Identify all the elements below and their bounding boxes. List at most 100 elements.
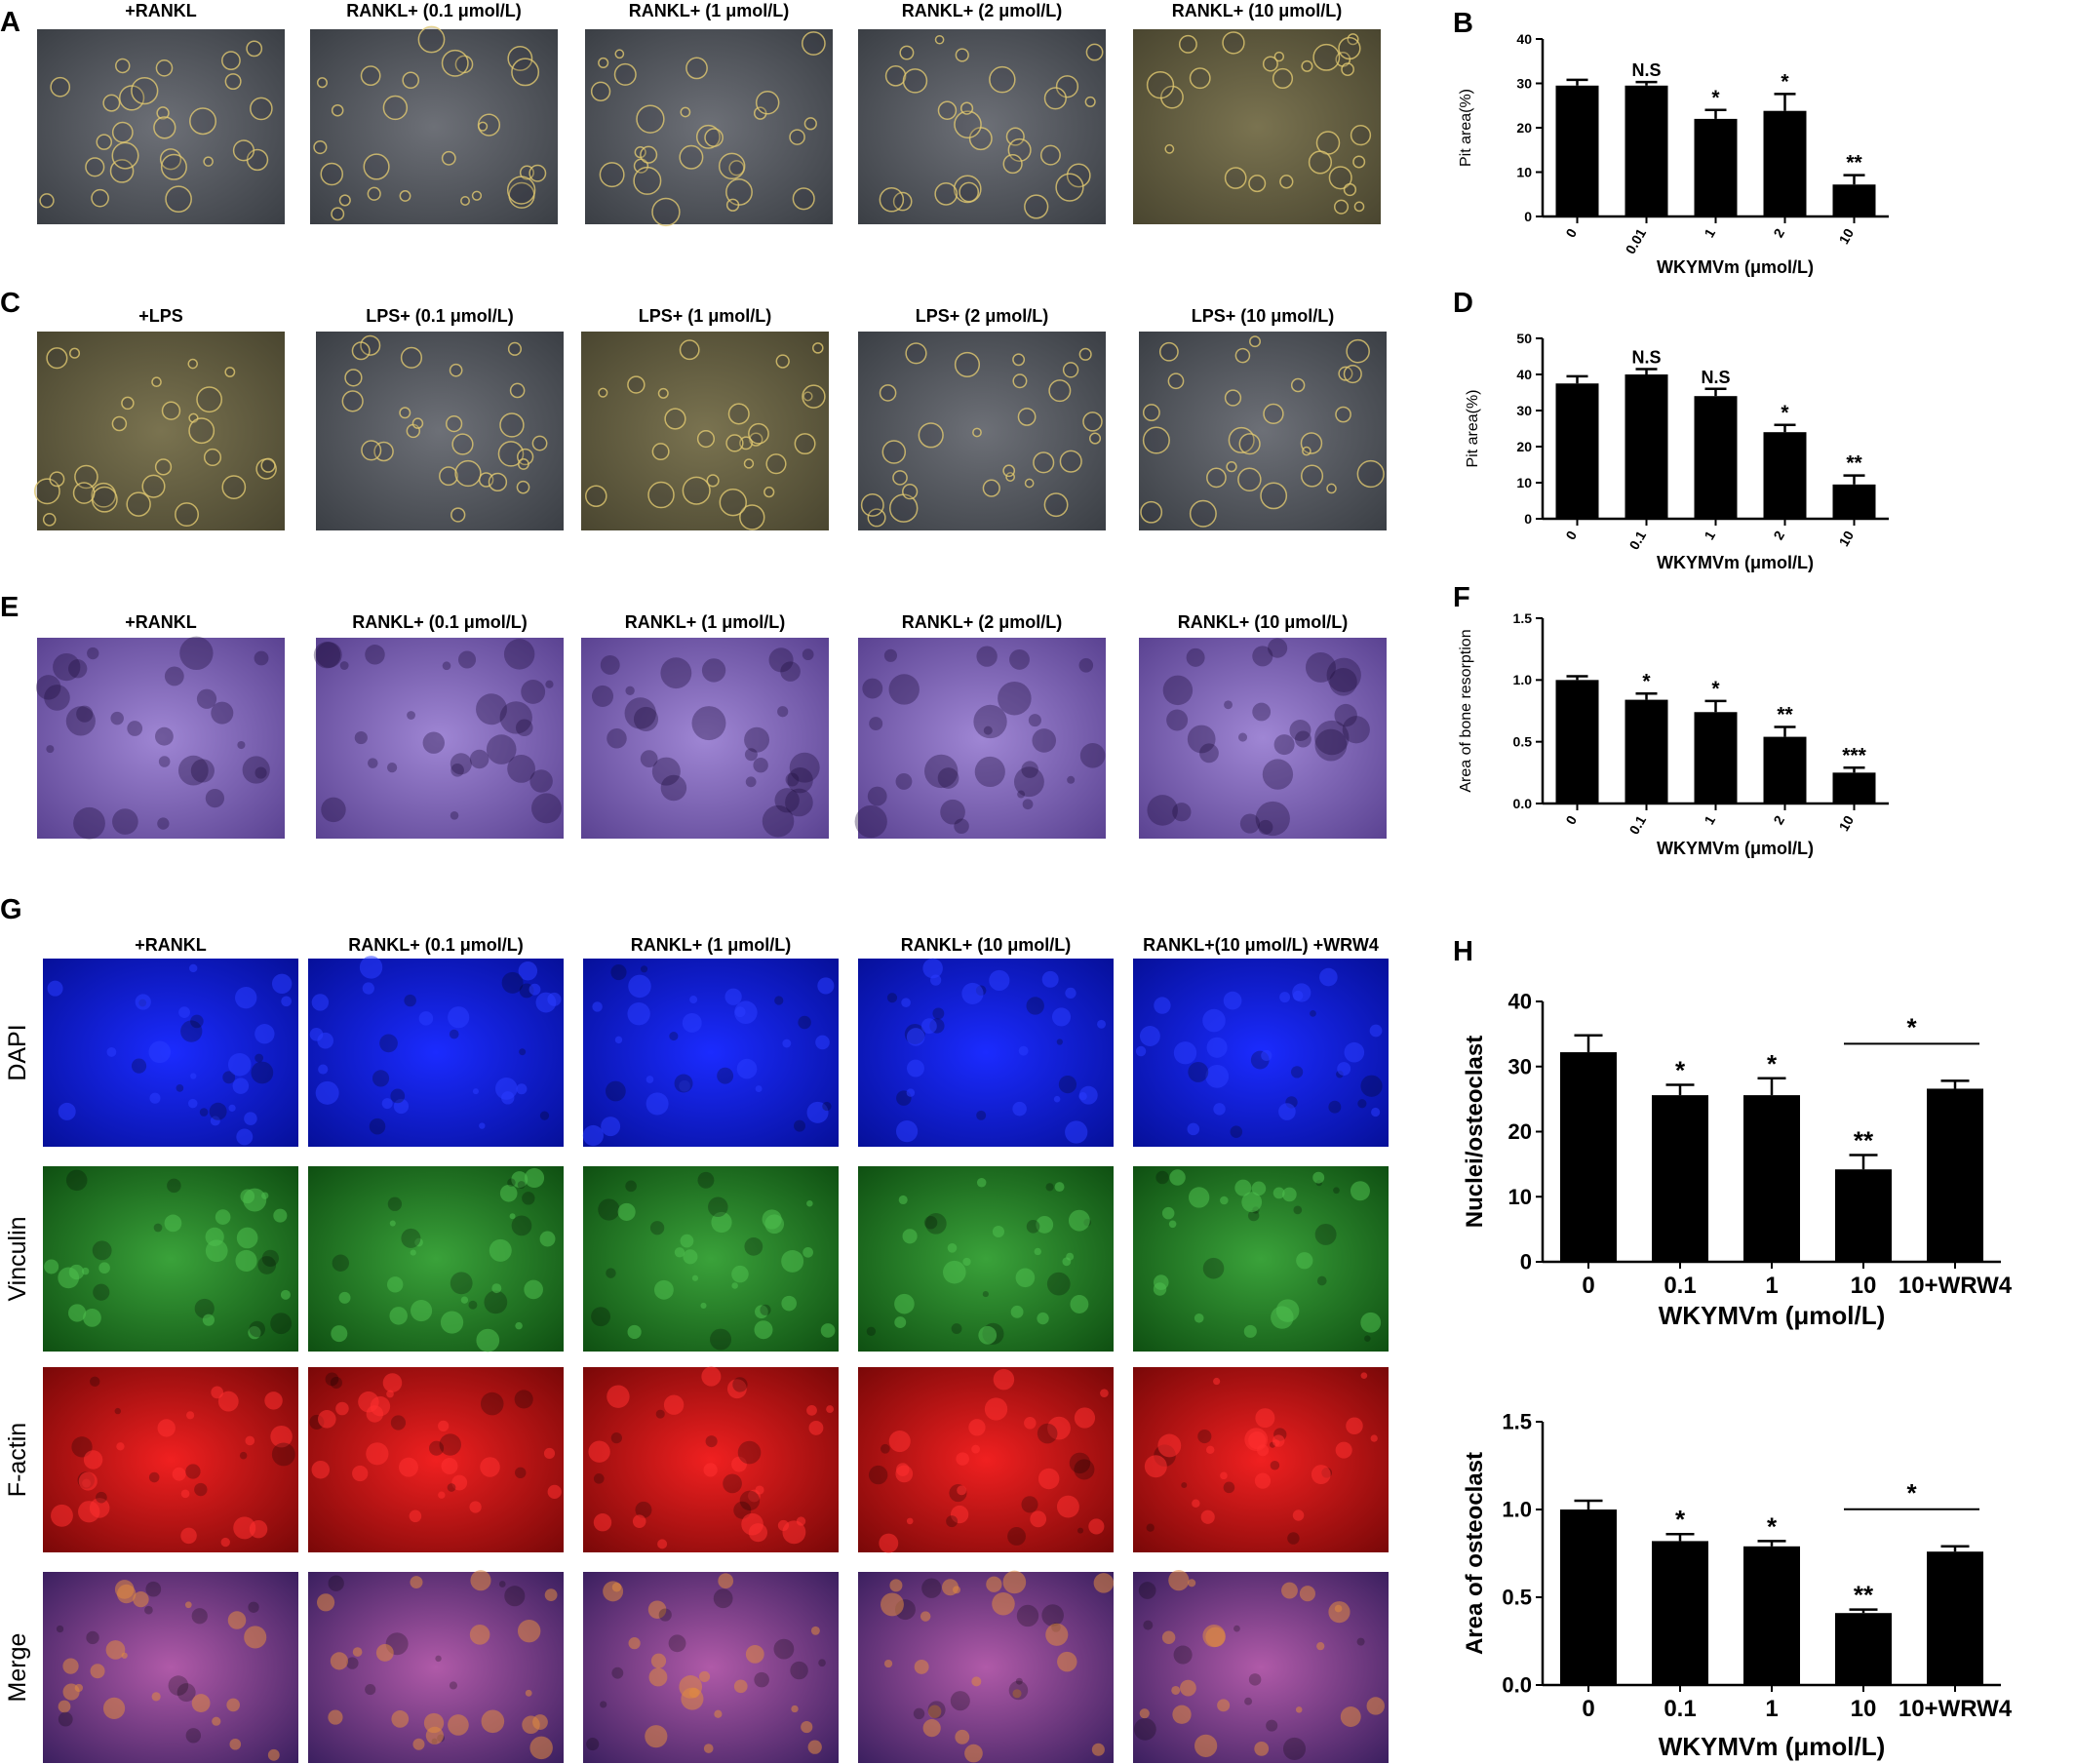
significance-label: * <box>1767 1511 1778 1541</box>
label-layer: A +RANKL RANKL+ (0.1 μmol/L) RANKL+ (1 μmol… <box>0 1 1379 1702</box>
bar-chart-F: F 0.0 0.5 1.0 1.5 Area of bone resorption 0 0.1… <box>1453 582 1889 858</box>
panel-letter-G: G <box>0 894 22 925</box>
micrograph-image <box>1139 332 1387 530</box>
y-tick-label: 0.5 <box>1513 734 1533 750</box>
y-tick-label: 10 <box>1516 164 1532 179</box>
fluorescence-image <box>43 1367 298 1552</box>
y-tick-label: 20 <box>1508 1119 1532 1144</box>
micrograph-image <box>858 332 1106 530</box>
bar <box>1832 772 1876 804</box>
bar <box>1652 1095 1708 1262</box>
y-tick-label: 30 <box>1516 403 1532 418</box>
significance-label: * <box>1675 1055 1686 1084</box>
fluorescence-image <box>583 1366 839 1552</box>
column-label: RANKL+ (1 μmol/L) <box>625 612 786 632</box>
x-tick-label: 0 <box>1562 225 1580 240</box>
fluorescence-image <box>582 959 839 1147</box>
significance-label: * <box>1675 1505 1686 1534</box>
x-axis-title: WKYMVm (μmol/L) <box>1657 839 1814 858</box>
x-tick-label: 2 <box>1770 528 1787 542</box>
micrograph-image <box>585 29 833 227</box>
bar <box>1555 680 1599 804</box>
y-tick-label: 30 <box>1508 1054 1532 1078</box>
fluorescence-image <box>308 1570 564 1763</box>
x-tick-label: 0.1 <box>1626 812 1650 837</box>
bar <box>1763 432 1807 519</box>
micrograph-image <box>1139 638 1387 839</box>
column-label: RANKL+ (1 μmol/L) <box>629 1 790 20</box>
panel-letter-A: A <box>0 7 20 38</box>
bar <box>1832 184 1876 216</box>
significance-label: * <box>1781 70 1789 93</box>
bar <box>1555 85 1599 217</box>
x-tick-label: 10 <box>1835 528 1857 549</box>
y-tick-label: 0.0 <box>1513 796 1533 811</box>
y-tick-label: 10 <box>1508 1185 1532 1209</box>
panel-letter-E: E <box>0 592 19 623</box>
panel-letter-B: B <box>1453 8 1473 39</box>
x-tick-label: 10+WRW4 <box>1899 1696 2013 1722</box>
column-label: RANKL+ (2 μmol/L) <box>902 1 1063 20</box>
y-tick-label: 40 <box>1508 990 1532 1014</box>
x-tick-label: 10 <box>1851 1696 1877 1722</box>
x-axis-title: WKYMVm (μmol/L) <box>1657 553 1814 572</box>
significance-label: ** <box>1846 452 1862 475</box>
bar-chart-H: H 0 10 20 30 40 Nuclei/osteoclast 0 0.1 * 1 * 10 ** 10… <box>1453 936 2013 1330</box>
fluorescence-image <box>858 1166 1114 1352</box>
column-label: LPS+ (1 μmol/L) <box>639 306 772 326</box>
column-label: +RANKL <box>135 935 207 955</box>
significance-label: N.S <box>1631 347 1661 367</box>
x-axis-title: WKYMVm (μmol/L) <box>1657 257 1814 277</box>
bar <box>1743 1546 1800 1685</box>
y-tick-label: 40 <box>1516 367 1532 382</box>
bar <box>1625 374 1668 519</box>
bar <box>1694 396 1738 519</box>
micrograph-image <box>37 29 285 224</box>
significance-label: * <box>1642 670 1651 692</box>
micrograph-image <box>581 332 829 530</box>
y-tick-label: 0.0 <box>1502 1673 1532 1698</box>
y-tick-label: 1.0 <box>1502 1498 1532 1522</box>
fluorescence-image <box>43 959 298 1147</box>
fluorescence-image <box>308 1166 564 1352</box>
column-label: LPS+ (2 μmol/L) <box>916 306 1049 326</box>
y-axis-label: Area of osteoclast <box>1462 1452 1488 1655</box>
y-tick-label: 0 <box>1520 1250 1532 1274</box>
significance-label: *** <box>1842 744 1866 766</box>
bar <box>1555 383 1599 519</box>
y-tick-label: 10 <box>1516 475 1532 490</box>
significance-label: * <box>1711 678 1720 700</box>
column-label: RANKL+ (0.1 μmol/L) <box>348 935 524 955</box>
bar <box>1835 1613 1892 1685</box>
micrograph-image <box>33 332 285 530</box>
panel-letter-D: D <box>1453 288 1473 319</box>
significance-label: * <box>1906 1012 1917 1041</box>
y-tick-label: 0 <box>1524 209 1532 224</box>
y-tick-label: 0 <box>1524 511 1532 527</box>
fluorescence-image <box>583 1572 839 1763</box>
fluorescence-image <box>858 958 1114 1147</box>
y-tick-label: 1.5 <box>1513 610 1533 626</box>
channel-label: DAPI <box>4 1024 31 1080</box>
y-tick-label: 20 <box>1516 439 1532 454</box>
y-tick-label: 30 <box>1516 75 1532 91</box>
x-tick-label: 0.1 <box>1664 1696 1696 1722</box>
micrograph-image <box>310 25 558 224</box>
significance-label: * <box>1711 87 1720 109</box>
x-tick-label: 2 <box>1770 812 1787 827</box>
bar <box>1743 1095 1800 1262</box>
significance-label: ** <box>1846 152 1862 175</box>
micrograph-image <box>1133 29 1381 224</box>
significance-label: ** <box>1854 1581 1874 1610</box>
significance-label: N.S <box>1701 368 1730 387</box>
y-axis-label: Pit area(%) <box>1458 89 1474 167</box>
fluorescence-image <box>308 1367 564 1552</box>
micrograph-layer <box>33 25 1389 1763</box>
y-tick-label: 0.5 <box>1502 1586 1532 1610</box>
significance-label: * <box>1906 1478 1917 1508</box>
column-label: RANKL+ (10 μmol/L) <box>1178 612 1349 632</box>
column-label: RANKL+ (10 μmol/L) <box>901 935 1072 955</box>
x-tick-label: 0.1 <box>1626 528 1650 552</box>
bar <box>1625 85 1668 217</box>
column-label: RANKL+ (10 μmol/L) <box>1172 1 1343 20</box>
